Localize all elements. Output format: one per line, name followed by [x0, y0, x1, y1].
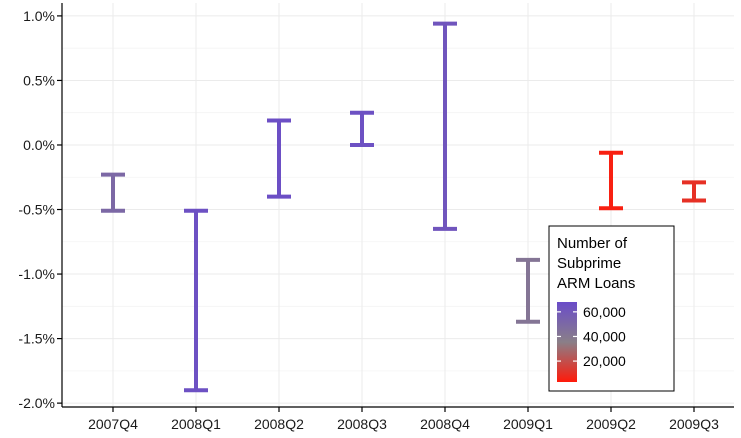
x-tick-label: 2008Q3 — [337, 416, 387, 432]
x-tick-label: 2008Q1 — [171, 416, 221, 432]
error-bar-2009Q3 — [682, 180, 706, 203]
legend-label: 60,000 — [583, 304, 626, 320]
error-bar-2008Q3 — [350, 110, 374, 147]
legend-label: 20,000 — [583, 353, 626, 369]
x-tick-label: 2009Q3 — [669, 416, 719, 432]
error-bars — [101, 21, 706, 393]
error-bar-2008Q1 — [184, 208, 208, 393]
error-bar-2009Q2 — [599, 150, 623, 211]
legend-title-line: ARM Loans — [557, 275, 635, 292]
error-bar-2008Q4 — [433, 21, 457, 231]
legend: Number of Subprime ARM Loans 60,000 40,000 20… — [548, 225, 675, 392]
legend-colorbar — [557, 302, 577, 382]
y-tick-label: -1.0% — [18, 266, 55, 282]
error-bar-2009Q1 — [516, 257, 540, 324]
legend-label: 40,000 — [583, 328, 626, 344]
y-tick-label: -2.0% — [18, 395, 55, 411]
x-tick-label: 2008Q4 — [420, 416, 470, 432]
y-tick-label: 1.0% — [23, 8, 55, 24]
legend-title-line: Number of — [557, 235, 628, 252]
y-tick-label: -0.5% — [18, 202, 55, 218]
y-tick-label: 0.0% — [23, 137, 55, 153]
error-bar-2008Q2 — [267, 118, 291, 199]
x-tick-label: 2008Q2 — [254, 416, 304, 432]
y-tick-label: 0.5% — [23, 72, 55, 88]
y-tick-label: -1.5% — [18, 331, 55, 347]
axes: 1.0% 0.5% 0.0% -0.5% -1.0% -1.5% -2.0% 2007Q4 20… — [18, 3, 734, 432]
x-tick-label: 2007Q4 — [88, 416, 138, 432]
x-tick-label: 2009Q1 — [503, 416, 553, 432]
legend-title-line: Subprime — [557, 255, 621, 272]
x-tick-label: 2009Q2 — [586, 416, 636, 432]
error-bar-2007Q4 — [101, 172, 125, 213]
